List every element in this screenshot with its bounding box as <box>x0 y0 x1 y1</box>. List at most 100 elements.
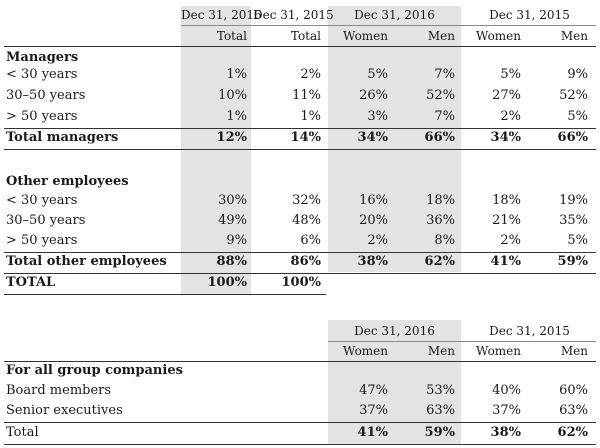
cell-men-2016: 63% <box>426 403 455 418</box>
cell-men-2015: 9% <box>567 67 588 82</box>
cell-women-2015: 38% <box>490 425 521 440</box>
cell-men-2015: 19% <box>559 193 588 208</box>
cell-total-2016: 100% <box>207 275 248 290</box>
header-period-gender-2015: Dec 31, 2015 <box>489 324 570 338</box>
cell-total-2015: 1% <box>300 109 321 124</box>
cell-men-2016: 66% <box>424 130 455 145</box>
shade-total-2016 <box>181 6 251 294</box>
header-col-women-2016: Women <box>343 344 388 358</box>
cell-women-2015: 40% <box>492 383 521 398</box>
grand-total-bottom-rule <box>4 294 326 295</box>
header-col-men-2016: Men <box>427 344 455 358</box>
cell-men-2016: 59% <box>424 425 455 440</box>
cell-men-2016: 62% <box>424 254 455 269</box>
cell-men-2016: 8% <box>434 233 455 248</box>
row-label: TOTAL <box>6 275 56 290</box>
cell-women-2016: 34% <box>357 130 388 145</box>
cell-women-2016: 16% <box>359 193 388 208</box>
header-col-men-2015: Men <box>560 344 588 358</box>
row-label: Board members <box>6 383 112 398</box>
cell-men-2015: 35% <box>559 213 588 228</box>
cell-women-2016: 26% <box>359 88 388 103</box>
header-col-men-2016: Men <box>427 29 455 43</box>
cell-men-2015: 60% <box>559 383 588 398</box>
section-title-group-companies: For all group companies <box>6 363 183 378</box>
cell-total-2016: 12% <box>216 130 247 145</box>
cell-men-2016: 36% <box>426 213 455 228</box>
cell-women-2016: 37% <box>359 403 388 418</box>
header-period-total-2015: Dec 31, 2015 <box>253 8 334 22</box>
row-label: Senior executives <box>6 403 123 418</box>
cell-men-2016: 18% <box>426 193 455 208</box>
header-bottom-rule <box>4 46 596 47</box>
cell-women-2016: 2% <box>367 233 388 248</box>
cell-total-2016: 10% <box>218 88 247 103</box>
header-period-gender-2015: Dec 31, 2015 <box>489 8 570 22</box>
section-title-managers: Managers <box>6 50 79 65</box>
row-label: > 50 years <box>6 109 78 124</box>
other-total-bottom-rule <box>4 273 596 274</box>
cell-women-2015: 41% <box>490 254 521 269</box>
cell-total-2015: 100% <box>281 275 322 290</box>
row-label: < 30 years <box>6 193 78 208</box>
cell-women-2015: 21% <box>492 213 521 228</box>
cell-total-2015: 11% <box>292 88 321 103</box>
other-total-rule <box>4 252 596 253</box>
cell-men-2015: 63% <box>559 403 588 418</box>
cell-women-2016: 41% <box>357 425 388 440</box>
row-label: 30–50 years <box>6 88 86 103</box>
cell-women-2016: 38% <box>357 254 388 269</box>
header-divider <box>328 341 596 342</box>
cell-men-2016: 52% <box>426 88 455 103</box>
cell-total-2016: 88% <box>216 254 247 269</box>
cell-total-2016: 49% <box>218 213 247 228</box>
row-label: > 50 years <box>6 233 78 248</box>
cell-women-2015: 34% <box>490 130 521 145</box>
total-bottom-rule <box>4 444 596 445</box>
cell-women-2016: 5% <box>367 67 388 82</box>
row-label: Total <box>6 425 39 440</box>
cell-total-2016: 1% <box>226 109 247 124</box>
cell-men-2015: 66% <box>557 130 588 145</box>
row-label: < 30 years <box>6 67 78 82</box>
cell-women-2016: 20% <box>359 213 388 228</box>
cell-total-2016: 1% <box>226 67 247 82</box>
header-divider <box>181 25 596 26</box>
header-period-total-2016: Dec 31, 2016 <box>181 8 262 22</box>
header-col-men-2015: Men <box>560 29 588 43</box>
shade-gender-2016-table2 <box>328 320 461 444</box>
cell-total-2015: 6% <box>300 233 321 248</box>
header-period-gender-2016: Dec 31, 2016 <box>354 8 435 22</box>
cell-women-2016: 47% <box>359 383 388 398</box>
cell-women-2015: 2% <box>500 233 521 248</box>
header-col-total-2015: Total <box>290 29 321 43</box>
cell-men-2015: 5% <box>567 233 588 248</box>
cell-men-2016: 53% <box>426 383 455 398</box>
managers-total-bottom-rule <box>4 149 596 150</box>
cell-men-2015: 5% <box>567 109 588 124</box>
cell-total-2015: 48% <box>292 213 321 228</box>
shade-gender-2016 <box>328 6 461 272</box>
row-label: Total managers <box>6 130 119 145</box>
cell-total-2015: 2% <box>300 67 321 82</box>
cell-women-2016: 3% <box>367 109 388 124</box>
cell-women-2015: 2% <box>500 109 521 124</box>
header-bottom-rule <box>4 361 596 362</box>
cell-total-2016: 30% <box>218 193 247 208</box>
header-col-women-2016: Women <box>343 29 388 43</box>
cell-men-2016: 7% <box>434 109 455 124</box>
cell-total-2016: 9% <box>226 233 247 248</box>
cell-total-2015: 14% <box>290 130 321 145</box>
cell-total-2015: 86% <box>290 254 321 269</box>
section-title-other-employees: Other employees <box>6 174 129 189</box>
header-col-women-2015: Women <box>476 344 521 358</box>
cell-men-2015: 52% <box>559 88 588 103</box>
managers-total-rule <box>4 128 596 129</box>
row-label: 30–50 years <box>6 213 86 228</box>
total-rule <box>4 422 596 423</box>
cell-women-2015: 18% <box>492 193 521 208</box>
cell-women-2015: 37% <box>492 403 521 418</box>
cell-men-2015: 62% <box>557 425 588 440</box>
header-col-women-2015: Women <box>476 29 521 43</box>
cell-total-2015: 32% <box>292 193 321 208</box>
